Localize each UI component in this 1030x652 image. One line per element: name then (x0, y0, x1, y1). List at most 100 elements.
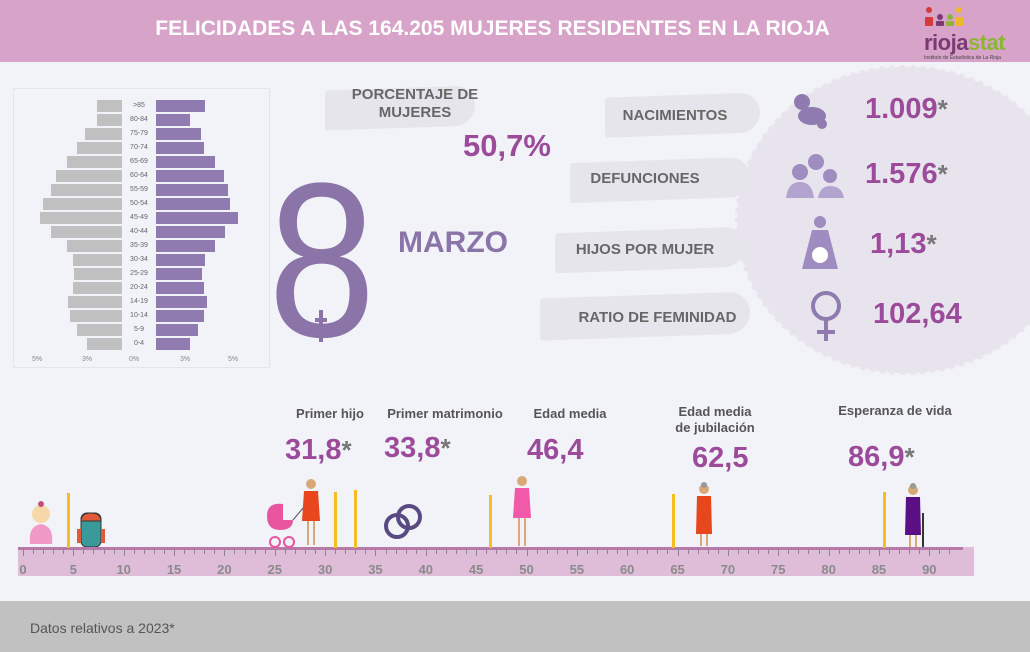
pyramid-bar-right (156, 128, 201, 140)
pyramid-bar-right (156, 100, 206, 112)
pyramid-age-label: 0-4 (133, 340, 145, 347)
pyramid-axis-tick: 3% (179, 356, 191, 363)
ruler-tick (204, 549, 206, 554)
age-marker-line (354, 490, 358, 548)
stat-label: HIJOS POR MUJER (575, 241, 715, 258)
riojastat-logo: riojastat Instituto de Estadística de La… (920, 4, 1020, 61)
milestone-number: 86,9 (848, 441, 905, 473)
stats-circle (735, 65, 1030, 375)
age-ruler (18, 547, 974, 576)
pyramid-age-label: 65-69 (130, 158, 148, 165)
pyramid-bar-right (156, 282, 204, 294)
pyramid-bar-left (85, 128, 122, 140)
pyramid-age-label: >85 (133, 102, 145, 109)
ruler-tick (33, 549, 35, 554)
pyramid-bar-left (97, 114, 122, 126)
ruler-tick (133, 549, 135, 554)
stat-value: 102,64 (873, 298, 962, 331)
ruler-label: 55 (569, 562, 585, 577)
pyramid-bar-right (156, 114, 190, 126)
pyramid-bar-left (86, 338, 122, 350)
ruler-tick (647, 549, 649, 554)
ruler-tick (566, 549, 568, 554)
milestone-number: 46,4 (527, 434, 584, 466)
pyramid-age-label: 70-74 (130, 144, 148, 151)
backpack-icon (77, 512, 105, 547)
milestone-value: 62,5 (692, 442, 748, 475)
ruler-tick (345, 549, 347, 554)
milestone-value: 31,8* (285, 434, 352, 467)
milestone-label: Edad media (533, 406, 607, 421)
asterisk-mark: * (937, 94, 948, 124)
pyramid-bar-left (51, 226, 122, 238)
pyramid-bar-left (77, 142, 122, 154)
pyramid-age-label: 10-14 (130, 312, 148, 319)
pyramid-age-label: 45-49 (130, 214, 148, 221)
female-symbol-icon (806, 290, 846, 349)
ruler-tick (808, 549, 810, 554)
pyramid-age-label: 55-59 (130, 186, 148, 193)
ruler-tick (254, 549, 256, 554)
pyramid-bar-right (156, 324, 198, 336)
ruler-tick (868, 549, 870, 554)
ruler-tick (617, 549, 619, 554)
ruler-label: 85 (871, 562, 887, 577)
ruler-tick (184, 549, 186, 554)
ruler-tick (788, 549, 790, 554)
ruler-tick (858, 549, 860, 554)
baby-stroller-icon (267, 503, 304, 548)
ruler-tick (818, 549, 820, 554)
pyramid-bar-left (74, 268, 122, 280)
ruler-tick (607, 549, 609, 554)
pyramid-bar-right (156, 212, 238, 224)
ruler-tick (828, 549, 830, 556)
ruler-tick (697, 549, 699, 554)
pyramid-bar-left (40, 212, 122, 224)
ruler-tick (23, 549, 24, 556)
stat-number: 102,64 (873, 298, 962, 330)
milestone-number: 33,8 (384, 432, 441, 464)
pyramid-axis-tick: 5% (227, 356, 239, 363)
page-title: FELICIDADES A LAS 164.205 MUJERES RESIDE… (155, 17, 830, 40)
milestone-value: 33,8* (384, 432, 451, 465)
ruler-tick (798, 549, 800, 554)
ruler-tick (163, 549, 165, 554)
ruler-tick (707, 549, 709, 554)
ruler-tick (415, 549, 417, 554)
ruler-tick (506, 549, 508, 554)
pyramid-bar-right (156, 240, 215, 252)
milestone-value: 46,4 (527, 434, 583, 467)
ruler-label: 10 (116, 562, 131, 577)
ruler-tick (103, 549, 105, 554)
ruler-tick (304, 549, 306, 554)
ruler-label: 0 (19, 562, 27, 577)
ruler-label: 40 (418, 562, 434, 577)
ruler-tick (677, 549, 679, 556)
retired-woman-icon (696, 482, 712, 546)
age-marker-line (882, 492, 886, 548)
asterisk-mark: * (904, 442, 915, 472)
pyramid-bar-left (51, 184, 122, 196)
pyramid-bar-left (72, 254, 122, 266)
ruler-tick (929, 549, 931, 556)
pyramid-age-label: 80-84 (130, 116, 148, 123)
ruler-tick (627, 549, 629, 556)
ruler-tick (405, 549, 407, 554)
ruler-tick (264, 549, 266, 554)
milestone-number: 31,8 (285, 434, 342, 466)
ruler-label: 45 (468, 562, 484, 577)
ruler-tick (596, 549, 598, 554)
pyramid-bar-right (156, 296, 207, 308)
ruler-tick (546, 549, 548, 554)
ruler-tick (153, 549, 155, 554)
ruler-tick (294, 549, 296, 554)
ruler-tick (899, 549, 901, 554)
ruler-tick (83, 549, 85, 554)
pyramid-bar-left (43, 198, 122, 210)
pyramid-bar-left (66, 240, 122, 252)
ruler-label: 15 (166, 562, 182, 577)
ruler-tick (385, 549, 387, 554)
ruler-tick (949, 549, 951, 554)
pyramid-bar-right (156, 198, 230, 210)
pyramid-bar-right (156, 184, 229, 196)
